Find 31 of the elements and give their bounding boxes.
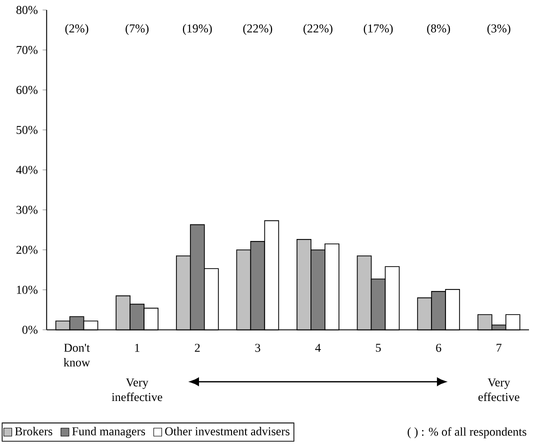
y-tick-label: 40% [16,166,38,174]
y-tick-label: 50% [16,126,38,134]
y-tick-label: 0% [22,326,38,334]
text: ( ) : % of all respondents [408,427,526,438]
text: Very effective [478,378,520,402]
x-tick-label: 1 [135,344,140,352]
x-tick-label: 6 [436,344,442,352]
x-tick-label: 5 [376,344,381,352]
annotation: (3%) [487,24,510,36]
annotation: (19%) [182,24,212,36]
y-tick-label: 60% [16,86,38,94]
legend-label: Other investment advisers [165,427,290,436]
annotation: (2%) [65,24,88,36]
text: Very ineffective [112,378,162,402]
x-tick-label: 3 [255,344,260,352]
y-tick-label: 20% [16,246,38,254]
legend-label: Fund managers [72,427,146,438]
y-tick-label: 80% [16,6,38,14]
annotation: (7%) [126,24,149,36]
y-tick-label: 10% [16,286,38,294]
y-tick-label: 30% [16,206,38,214]
annotation: (22%) [243,24,272,36]
annotation: (17%) [364,24,393,36]
x-tick-label: 2 [194,344,200,352]
x-tick-label: 7 [496,344,502,352]
x-tick-label: 4 [315,344,321,352]
x-tick-label: Don't know [64,344,90,367]
annotation: (8%) [427,24,450,36]
legend-label: Brokers [15,427,52,436]
annotation: (22%) [304,24,332,36]
y-tick-label: 70% [16,46,38,54]
